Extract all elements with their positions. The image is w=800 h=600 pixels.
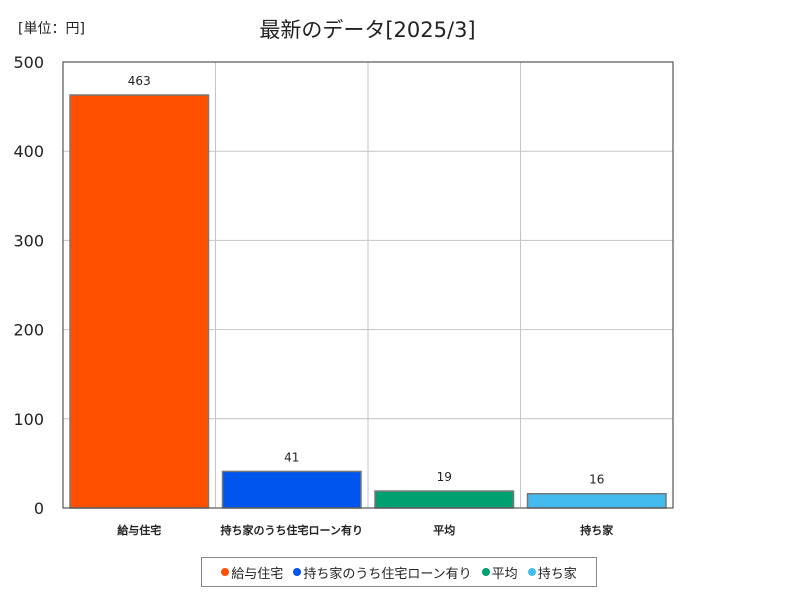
legend-item: 持ち家のうち住宅ローン有り [293,563,472,582]
legend-dot-icon [481,568,490,576]
legend: 給与住宅 持ち家のうち住宅ローン有り 平均 持ち家 [201,557,597,587]
unit-label: [単位：円] [18,21,85,37]
y-tick-label: 400 [13,142,44,161]
legend-item: 持ち家 [527,563,577,582]
y-tick-label: 200 [13,321,44,340]
y-tick-label: 300 [13,231,44,250]
x-tick-label: 持ち家 [580,523,614,537]
bar [69,94,210,509]
legend-label: 持ち家のうち住宅ローン有り [303,566,472,582]
data-label: 463 [128,74,151,88]
plot-border [62,61,674,509]
x-tick-label: 給与住宅 [117,523,161,537]
legend-label: 給与住宅 [231,566,284,582]
bar [374,490,515,509]
legend-label: 平均 [491,566,518,582]
data-label: 16 [589,473,604,487]
x-tick-label: 持ち家のうち住宅ローン有り [221,523,363,537]
data-label: 41 [284,450,299,464]
bar [221,470,362,509]
y-tick-label: 100 [13,410,44,429]
legend-item: 給与住宅 [221,563,283,582]
data-label: 19 [437,470,452,484]
legend-item: 平均 [481,563,518,582]
legend-dot-icon [293,568,302,576]
chart-title: 最新のデータ[2025/3] [259,18,476,42]
legend-dot-icon [527,568,536,576]
legend-dot-icon [221,568,230,576]
y-tick-label: 500 [13,53,44,72]
bar [526,492,667,509]
x-tick-label: 平均 [433,523,455,537]
y-tick-label: 0 [34,499,44,518]
legend-label: 持ち家 [537,566,577,582]
